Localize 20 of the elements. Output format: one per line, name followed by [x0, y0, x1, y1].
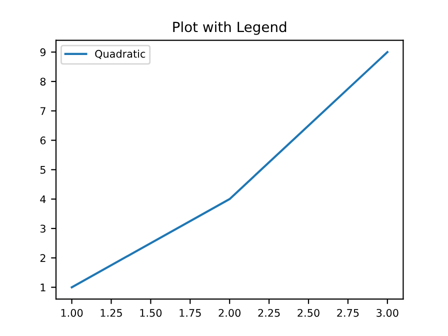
y-tick-label: 9 — [40, 48, 46, 56]
x-tick-label: 2.00 — [218, 308, 241, 317]
y-tick-label: 6 — [40, 136, 46, 144]
y-tick-label: 3 — [40, 224, 46, 233]
x-tick-label: 1.25 — [100, 308, 122, 317]
x-tick-label: 1.75 — [180, 309, 201, 317]
x-tick-label: 2.25 — [258, 308, 280, 317]
y-tick-label: 5 — [40, 166, 46, 174]
chart-title: Plot with Legend — [173, 21, 286, 35]
x-tick-label: 2.75 — [337, 308, 359, 317]
y-tick-label: 2 — [40, 254, 46, 262]
x-tick-label: 2.50 — [298, 308, 320, 317]
x-tick-label: 3.00 — [376, 308, 398, 317]
y-tick-label: 7 — [40, 107, 46, 115]
x-tick-label: 1.00 — [61, 308, 83, 317]
legend-label: Quadratic — [95, 50, 146, 59]
y-tick-label: 1 — [40, 284, 46, 292]
y-tick-label: 4 — [40, 195, 46, 204]
x-tick-label: 1.50 — [140, 308, 162, 317]
y-tick-label: 8 — [40, 78, 46, 86]
